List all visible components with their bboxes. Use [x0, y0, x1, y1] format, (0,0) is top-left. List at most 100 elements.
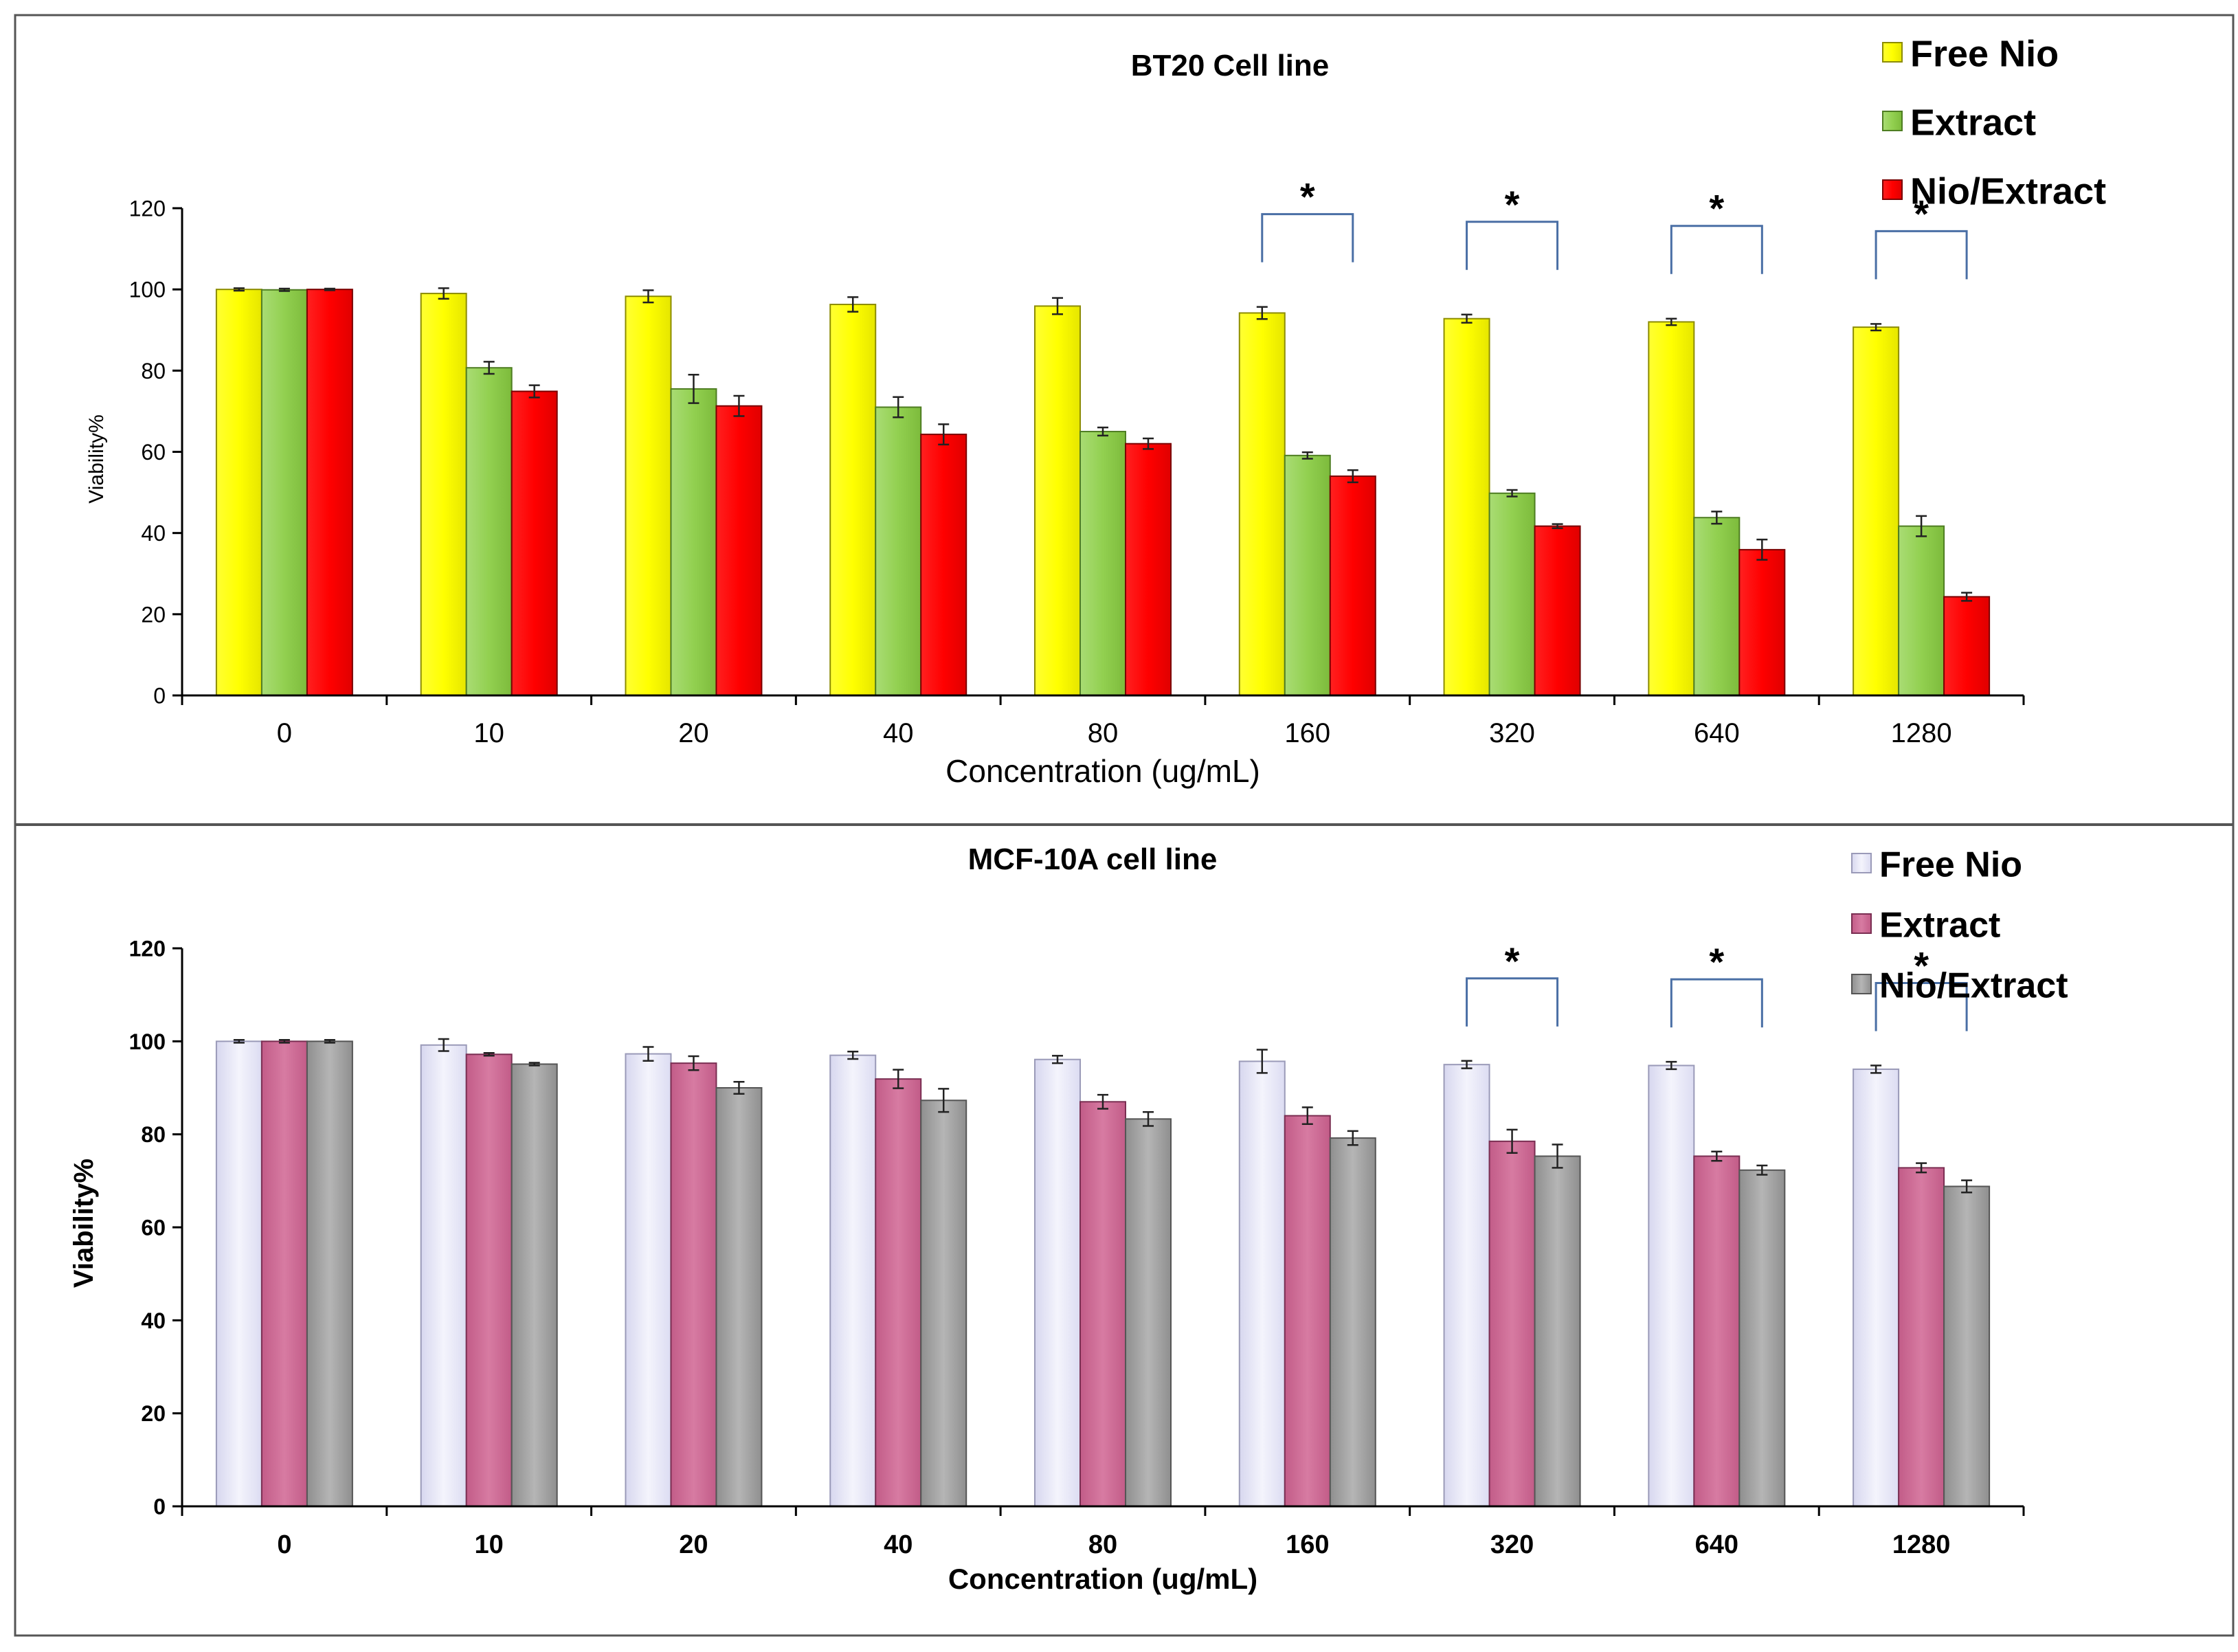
- bar-free-nio-40: [829, 304, 877, 696]
- error-bar-extract-160: [1301, 1106, 1313, 1126]
- y-tick-label: 20: [141, 1401, 166, 1426]
- error-bar-free-nio-40: [847, 296, 859, 313]
- significance-bracket-640: [1670, 978, 1763, 1028]
- error-bar-extract-320: [1506, 1128, 1518, 1154]
- significance-bracket-1280: [1875, 982, 1968, 1031]
- bar-nio-extract-640: [1738, 548, 1786, 696]
- bar-extract-0: [260, 1040, 308, 1508]
- y-tick-label: 120: [129, 937, 166, 961]
- x-tick-label: 80: [1088, 718, 1119, 748]
- significance-asterisk: *: [1914, 192, 1929, 235]
- legend-label-nio-extract: Nio/Extract: [1879, 966, 2068, 1006]
- error-bar-free-nio-20: [642, 1046, 654, 1062]
- bar-extract-320: [1488, 1140, 1536, 1507]
- significance-asterisk: *: [1709, 940, 1724, 983]
- bt20-chart: BT20 Cell line Viability% Concentration …: [85, 33, 2106, 789]
- bar-extract-10: [465, 367, 513, 696]
- bar-nio-extract-160: [1329, 475, 1376, 696]
- bar-free-nio-1280: [1853, 326, 1900, 696]
- x-tick-label: 640: [1695, 1530, 1738, 1559]
- error-bar-nio-extract-40: [938, 423, 950, 446]
- y-axis-label: Viability%: [85, 414, 108, 504]
- bar-extract-1280: [1898, 525, 1945, 696]
- bar-free-nio-320: [1443, 317, 1490, 696]
- y-tick-label: 100: [129, 278, 166, 302]
- bar-nio-extract-1280: [1943, 596, 1991, 696]
- error-bar-extract-40: [893, 396, 904, 418]
- legend-label-extract: Extract: [1879, 906, 2000, 946]
- bar-extract-320: [1488, 492, 1536, 696]
- bar-nio-extract-40: [920, 1100, 967, 1507]
- bar-extract-640: [1693, 1155, 1741, 1507]
- error-bar-free-nio-80: [1052, 1055, 1063, 1064]
- legend-label-extract: Extract: [1910, 102, 2036, 143]
- mcf10a-chart: MCF-10A cell line Viability% Concentrati…: [69, 842, 2068, 1595]
- error-bar-extract-1280: [1916, 1162, 1927, 1174]
- error-bar-extract-320: [1506, 489, 1518, 498]
- bar-extract-40: [875, 406, 922, 697]
- y-tick-label: 0: [153, 1495, 166, 1519]
- legend-swatch-nio-extract: [1882, 179, 1903, 200]
- error-bar-free-nio-320: [1461, 313, 1473, 324]
- bar-nio-extract-320: [1534, 1155, 1581, 1507]
- bar-free-nio-1280: [1853, 1068, 1900, 1507]
- legend-swatch-free-nio: [1882, 42, 1903, 63]
- bar-free-nio-40: [829, 1054, 877, 1507]
- x-tick-label: 40: [883, 718, 914, 748]
- bar-free-nio-160: [1238, 312, 1286, 696]
- error-bar-free-nio-0: [233, 1039, 245, 1044]
- bar-extract-160: [1284, 454, 1331, 696]
- bar-nio-extract-10: [511, 1063, 558, 1507]
- error-bar-extract-10: [483, 1052, 495, 1057]
- x-tick-label: 10: [473, 718, 504, 748]
- x-tick-label: 40: [884, 1530, 913, 1559]
- bar-nio-extract-0: [306, 1040, 353, 1508]
- bar-free-nio-160: [1238, 1060, 1286, 1508]
- error-bar-nio-extract-10: [528, 1062, 540, 1067]
- y-tick-label: 60: [141, 440, 166, 465]
- error-bar-free-nio-10: [438, 1038, 449, 1052]
- bar-extract-640: [1693, 517, 1741, 697]
- error-bar-extract-40: [893, 1069, 904, 1089]
- chart-title: MCF-10A cell line: [968, 842, 1218, 876]
- y-tick-label: 120: [129, 197, 166, 221]
- legend-label-free-nio: Free Nio: [1879, 845, 2022, 885]
- bar-free-nio-640: [1648, 321, 1695, 696]
- bar-nio-extract-160: [1329, 1137, 1376, 1507]
- bar-free-nio-0: [215, 1040, 262, 1508]
- bar-free-nio-20: [625, 295, 672, 697]
- bar-nio-extract-10: [511, 390, 558, 696]
- x-tick-label: 320: [1489, 718, 1535, 748]
- significance-bracket-160: [1261, 213, 1354, 263]
- significance-bracket-1280: [1875, 230, 1968, 280]
- significance-bracket-320: [1466, 221, 1559, 270]
- bar-nio-extract-20: [715, 405, 763, 696]
- bar-nio-extract-80: [1125, 443, 1172, 697]
- significance-bracket-640: [1670, 225, 1763, 274]
- error-bar-nio-extract-10: [528, 384, 540, 399]
- bar-extract-80: [1079, 1101, 1126, 1508]
- x-tick-label: 0: [277, 1530, 291, 1559]
- error-bar-nio-extract-0: [324, 1039, 335, 1044]
- x-tick-label: 80: [1088, 1530, 1117, 1559]
- error-bar-free-nio-640: [1666, 1060, 1677, 1071]
- legend-swatch-nio-extract: [1851, 974, 1872, 994]
- bar-free-nio-80: [1034, 1058, 1081, 1508]
- x-tick-label: 160: [1284, 718, 1330, 748]
- legend-label-free-nio: Free Nio: [1910, 33, 2059, 74]
- bar-nio-extract-0: [306, 289, 353, 696]
- error-bar-nio-extract-20: [733, 1080, 745, 1095]
- bar-extract-80: [1079, 430, 1126, 696]
- bar-nio-extract-20: [715, 1087, 763, 1507]
- error-bar-extract-80: [1097, 426, 1108, 437]
- error-bar-nio-extract-160: [1347, 469, 1358, 484]
- bar-free-nio-20: [625, 1053, 672, 1508]
- significance-asterisk: *: [1914, 944, 1929, 987]
- bar-nio-extract-40: [920, 434, 967, 696]
- bar-free-nio-0: [215, 289, 262, 696]
- error-bar-nio-extract-40: [938, 1088, 950, 1113]
- error-bar-extract-640: [1711, 511, 1723, 525]
- bar-nio-extract-80: [1125, 1118, 1172, 1507]
- error-bar-nio-extract-1280: [1961, 592, 1973, 602]
- error-bar-free-nio-1280: [1870, 323, 1882, 332]
